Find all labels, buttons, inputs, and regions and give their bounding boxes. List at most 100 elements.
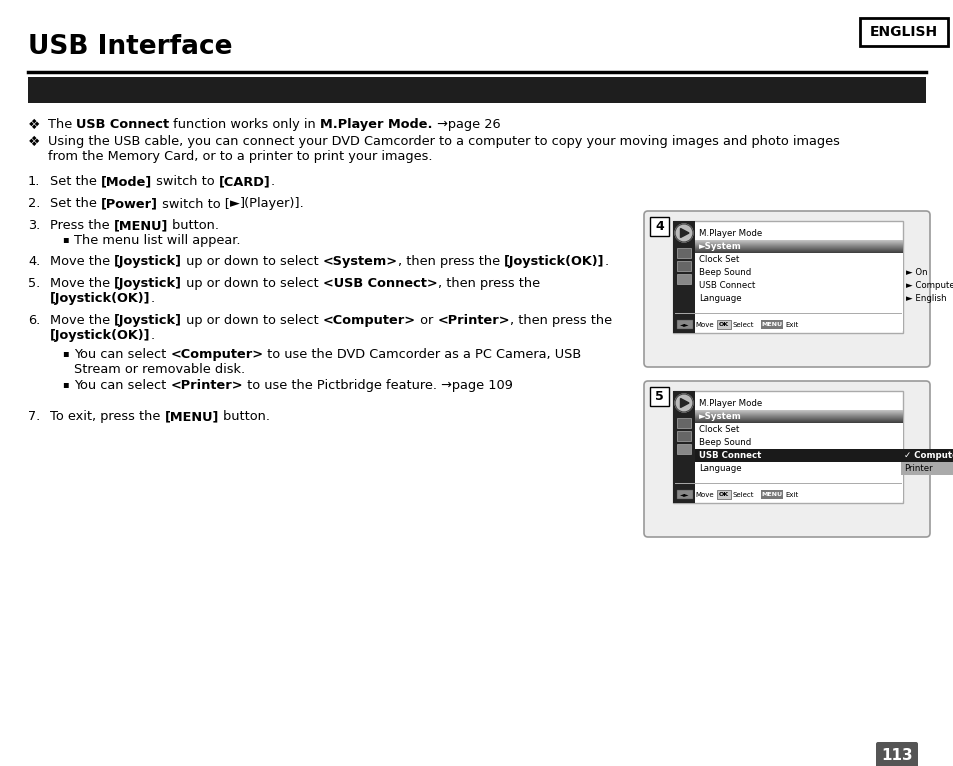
Bar bbox=[695, 248, 902, 249]
Text: [Joystick(OK)]: [Joystick(OK)] bbox=[504, 255, 604, 268]
Text: Exit: Exit bbox=[784, 322, 798, 328]
Text: 3.: 3. bbox=[28, 219, 40, 232]
Bar bbox=[695, 415, 902, 416]
Bar bbox=[695, 244, 902, 245]
Bar bbox=[677, 490, 692, 499]
Bar bbox=[695, 419, 902, 420]
Text: 5: 5 bbox=[655, 390, 663, 403]
Bar bbox=[900, 462, 953, 475]
Text: M.Player Mode: M.Player Mode bbox=[699, 399, 761, 408]
Bar bbox=[672, 391, 902, 503]
Bar bbox=[695, 253, 902, 266]
Bar bbox=[28, 77, 925, 103]
Text: USB Connect: USB Connect bbox=[76, 118, 170, 131]
Text: [Power]: [Power] bbox=[101, 197, 158, 210]
Bar bbox=[695, 412, 902, 413]
Bar bbox=[717, 320, 730, 329]
Bar bbox=[677, 274, 690, 284]
Text: →page 26: →page 26 bbox=[433, 118, 500, 131]
Text: ▪: ▪ bbox=[62, 379, 69, 389]
Bar bbox=[677, 320, 692, 329]
Text: Selecting the USB Device (USB Connect): Selecting the USB Device (USB Connect) bbox=[36, 109, 352, 123]
Text: ▪: ▪ bbox=[62, 348, 69, 358]
Bar bbox=[760, 490, 782, 499]
Text: Beep Sound: Beep Sound bbox=[699, 438, 750, 447]
Text: , then press the: , then press the bbox=[397, 255, 504, 268]
Text: To exit, press the: To exit, press the bbox=[50, 410, 164, 423]
Text: Move the: Move the bbox=[50, 277, 114, 290]
Text: .: . bbox=[151, 329, 154, 342]
Text: ►System: ►System bbox=[699, 242, 741, 251]
Text: The: The bbox=[48, 118, 76, 131]
Text: [Joystick(OK)]: [Joystick(OK)] bbox=[50, 329, 151, 342]
Text: ▪: ▪ bbox=[62, 234, 69, 244]
Bar bbox=[695, 416, 902, 417]
Bar bbox=[695, 305, 902, 318]
Bar bbox=[859, 18, 947, 46]
Text: ❖: ❖ bbox=[28, 118, 40, 132]
Bar bbox=[900, 449, 953, 462]
Text: or: or bbox=[416, 314, 436, 327]
Text: .: . bbox=[271, 175, 274, 188]
Bar bbox=[695, 423, 902, 436]
Text: [Joystick(OK)]: [Joystick(OK)] bbox=[50, 292, 151, 305]
Text: Printer: Printer bbox=[903, 464, 932, 473]
Bar bbox=[695, 420, 902, 421]
Text: You can select: You can select bbox=[74, 379, 171, 392]
Text: M.Player Mode.: M.Player Mode. bbox=[320, 118, 433, 131]
Text: USB Connect: USB Connect bbox=[699, 451, 760, 460]
Text: function works only in: function works only in bbox=[170, 118, 320, 131]
Text: OK: OK bbox=[719, 493, 728, 497]
Bar bbox=[695, 421, 902, 422]
Polygon shape bbox=[679, 398, 688, 408]
Text: OK: OK bbox=[719, 322, 728, 328]
Text: Exit: Exit bbox=[784, 492, 798, 498]
Text: The menu list will appear.: The menu list will appear. bbox=[74, 234, 240, 247]
Bar bbox=[695, 246, 902, 247]
Bar bbox=[695, 251, 902, 252]
Text: ◄►: ◄► bbox=[679, 493, 689, 497]
Bar bbox=[695, 436, 902, 449]
Text: Clock Set: Clock Set bbox=[699, 255, 739, 264]
Text: Move: Move bbox=[695, 492, 713, 498]
Text: [MENU]: [MENU] bbox=[164, 410, 218, 423]
Text: switch to [: switch to [ bbox=[158, 197, 230, 210]
Text: to use the DVD Camcorder as a PC Camera, USB: to use the DVD Camcorder as a PC Camera,… bbox=[263, 348, 581, 361]
Text: M.Player Mode: M.Player Mode bbox=[699, 229, 761, 238]
Bar bbox=[695, 247, 902, 248]
Bar bbox=[695, 279, 902, 292]
Text: 5.: 5. bbox=[28, 277, 40, 290]
Text: button.: button. bbox=[218, 410, 270, 423]
Polygon shape bbox=[679, 228, 688, 237]
Bar bbox=[695, 252, 902, 253]
Bar bbox=[695, 488, 902, 501]
Text: 113: 113 bbox=[881, 748, 912, 764]
Text: USB Interface: USB Interface bbox=[28, 34, 233, 60]
Bar bbox=[695, 241, 902, 242]
Bar bbox=[695, 418, 902, 419]
Text: [Joystick]: [Joystick] bbox=[114, 277, 182, 290]
Text: <Computer>: <Computer> bbox=[323, 314, 416, 327]
Text: [MENU]: [MENU] bbox=[113, 219, 168, 232]
Text: ENGLISH: ENGLISH bbox=[869, 25, 937, 39]
Text: Select: Select bbox=[732, 322, 754, 328]
Circle shape bbox=[675, 224, 692, 242]
Text: <USB Connect>: <USB Connect> bbox=[323, 277, 437, 290]
Text: 4: 4 bbox=[655, 220, 663, 233]
Text: , then press the: , then press the bbox=[437, 277, 539, 290]
Bar bbox=[695, 410, 902, 411]
Text: ► On: ► On bbox=[905, 268, 926, 277]
Bar bbox=[695, 292, 902, 305]
Bar bbox=[695, 414, 902, 415]
Text: 6.: 6. bbox=[28, 314, 40, 327]
Text: Language: Language bbox=[699, 294, 740, 303]
Bar bbox=[695, 266, 902, 279]
Text: ►System: ►System bbox=[699, 412, 741, 421]
Text: Select: Select bbox=[732, 492, 754, 498]
Text: MENU: MENU bbox=[760, 322, 781, 328]
Text: ](Player)].: ](Player)]. bbox=[239, 197, 304, 210]
Text: Set the: Set the bbox=[50, 197, 101, 210]
Bar bbox=[695, 417, 902, 418]
Text: Using the USB cable, you can connect your DVD Camcorder to a computer to copy yo: Using the USB cable, you can connect you… bbox=[48, 135, 839, 148]
Text: 7.: 7. bbox=[28, 410, 40, 423]
